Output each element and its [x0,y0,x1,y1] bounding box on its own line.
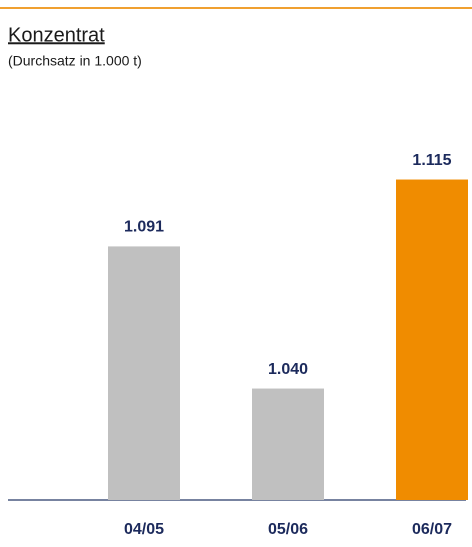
bar [252,388,324,500]
bar [108,246,180,500]
value-label: 1.040 [268,361,308,378]
value-label: 1.115 [412,152,451,169]
x-tick-label: 06/07 [412,521,452,538]
value-label: 1.091 [124,219,164,236]
chart-title: Konzentrat [8,24,105,46]
x-tick-label: 05/06 [268,521,308,538]
bar [396,179,468,501]
chart-subtitle: (Durchsatz in 1.000 t) [8,53,142,69]
x-tick-label: 04/05 [124,521,164,538]
